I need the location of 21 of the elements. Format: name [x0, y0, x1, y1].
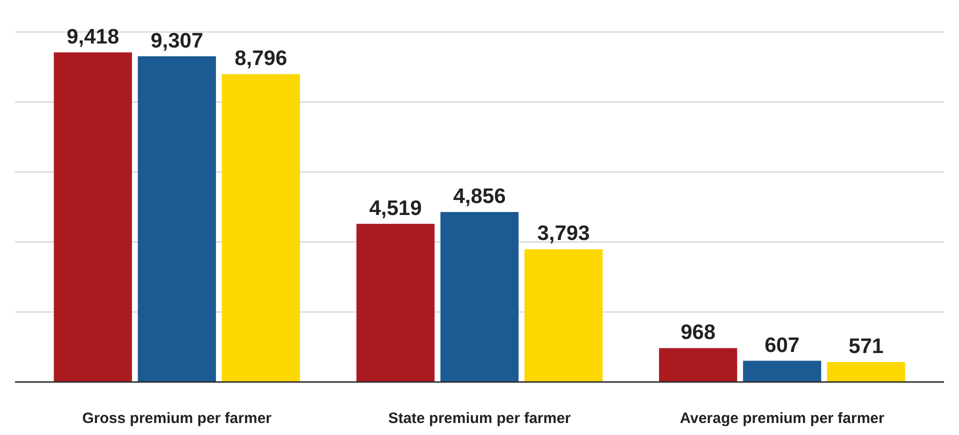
data-label: 968: [680, 321, 716, 344]
data-label: 4,519: [369, 196, 422, 220]
data-label: 8,796: [234, 47, 288, 70]
data-label: 3,793: [537, 222, 590, 246]
data-label: 9,307: [150, 29, 204, 52]
bar: [138, 56, 216, 382]
x-tick-label: State premium per farmer: [388, 410, 571, 427]
data-label: 571: [848, 335, 884, 358]
bar: [54, 52, 132, 382]
data-label: 607: [764, 334, 800, 357]
bar: [524, 249, 603, 382]
bar: [222, 74, 300, 382]
bar: [659, 348, 738, 382]
x-tick-label: Gross premium per farmer: [82, 410, 272, 427]
bar: [743, 360, 822, 382]
x-tick-label: Average premium per farmer: [680, 410, 885, 427]
bar: [356, 224, 435, 382]
bar: [827, 362, 906, 382]
bar: [440, 212, 519, 382]
data-label: 4,856: [453, 185, 506, 208]
data-label: 9,418: [66, 25, 120, 48]
